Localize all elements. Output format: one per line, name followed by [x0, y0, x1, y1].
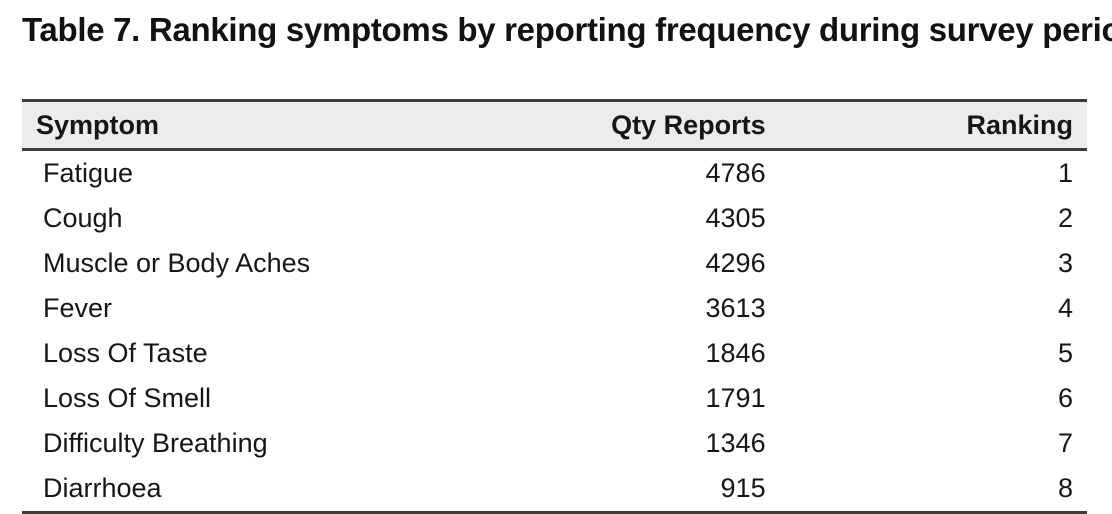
cell-symptom: Muscle or Body Aches [43, 248, 311, 278]
cell-qty-reports: 4296 [705, 248, 766, 278]
table-row: Muscle or Body Aches 4296 3 [22, 241, 1087, 286]
cell-qty-reports: 4786 [705, 158, 766, 188]
table-row: Diarrhoea 915 8 [22, 466, 1087, 513]
cell-qty-reports: 1846 [705, 338, 766, 368]
header-row: Symptom Qty Reports Ranking [22, 100, 1087, 150]
cell-symptom: Difficulty Breathing [43, 428, 268, 458]
column-header-symptom: Symptom [36, 109, 160, 140]
column-header-ranking: Ranking [966, 109, 1073, 140]
table-row: Fatigue 4786 1 [22, 150, 1087, 197]
cell-qty-reports: 1346 [705, 428, 766, 458]
table-caption: Table 7. Ranking symptoms by reporting f… [22, 11, 1112, 48]
symptom-ranking-table: Symptom Qty Reports Ranking Fatigue 4786… [22, 99, 1087, 514]
cell-ranking: 7 [1057, 428, 1073, 458]
cell-symptom: Fatigue [43, 158, 134, 188]
cell-ranking: 4 [1057, 293, 1073, 323]
cell-qty-reports: 3613 [705, 293, 766, 323]
cell-ranking: 3 [1057, 248, 1073, 278]
cell-ranking: 8 [1057, 473, 1073, 503]
cell-symptom: Diarrhoea [43, 473, 162, 503]
table-row: Fever 3613 4 [22, 286, 1087, 331]
table-row: Cough 4305 2 [22, 196, 1087, 241]
table-row: Loss Of Taste 1846 5 [22, 331, 1087, 376]
cell-ranking: 2 [1057, 203, 1073, 233]
column-header-qty-reports: Qty Reports [611, 109, 766, 140]
cell-symptom: Loss Of Smell [43, 383, 212, 413]
cell-ranking: 1 [1057, 158, 1073, 188]
cell-symptom: Loss Of Taste [43, 338, 208, 368]
cell-qty-reports: 1791 [705, 383, 766, 413]
cell-ranking: 5 [1057, 338, 1073, 368]
table-row: Difficulty Breathing 1346 7 [22, 421, 1087, 466]
cell-symptom: Cough [43, 203, 123, 233]
cell-symptom: Fever [43, 293, 113, 323]
table-row: Loss Of Smell 1791 6 [22, 376, 1087, 421]
cell-qty-reports: 915 [720, 473, 766, 503]
cell-qty-reports: 4305 [705, 203, 766, 233]
cell-ranking: 6 [1057, 383, 1073, 413]
